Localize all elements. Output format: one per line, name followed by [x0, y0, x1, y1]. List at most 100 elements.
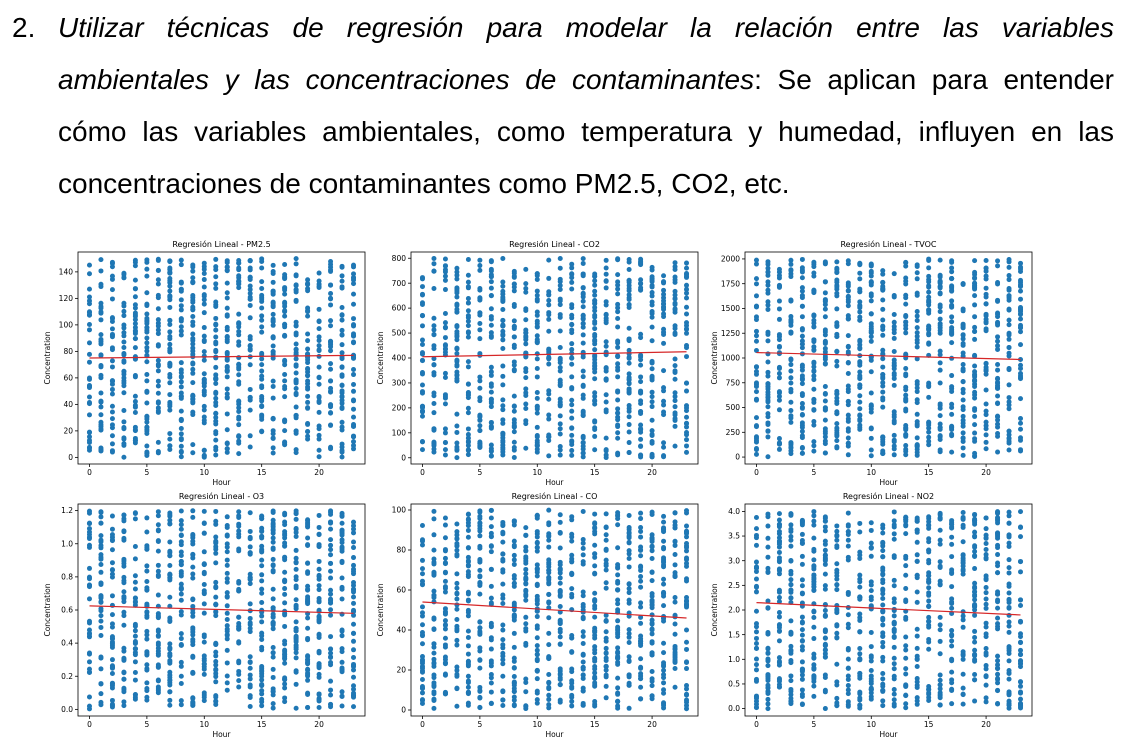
data-point [213, 415, 219, 421]
data-point [155, 390, 161, 396]
data-point [523, 369, 529, 375]
data-point [155, 633, 161, 639]
data-point [293, 547, 299, 553]
data-point [201, 571, 207, 577]
data-point [488, 635, 494, 641]
data-point [546, 328, 552, 334]
data-point [1018, 288, 1024, 294]
data-point [224, 579, 230, 585]
data-point [305, 542, 311, 548]
data-point [339, 596, 345, 602]
data-point [672, 573, 678, 579]
data-point [201, 293, 207, 299]
data-point [109, 358, 115, 364]
data-point [465, 364, 471, 370]
data-point [926, 284, 932, 290]
data-point [511, 573, 517, 579]
data-point [834, 333, 840, 339]
data-point [121, 380, 127, 386]
data-point [213, 421, 219, 427]
data-point [270, 596, 276, 602]
data-point [626, 540, 632, 546]
data-point [213, 315, 219, 321]
data-point [132, 602, 138, 608]
data-point [500, 397, 506, 403]
data-point [776, 517, 782, 523]
data-point [580, 629, 586, 635]
data-point [328, 291, 334, 297]
data-point [765, 399, 771, 405]
data-point [903, 442, 909, 448]
data-point [822, 384, 828, 390]
data-point [788, 618, 794, 624]
data-point [1006, 297, 1012, 303]
data-point [903, 278, 909, 284]
data-point [672, 410, 678, 416]
data-point [765, 434, 771, 440]
data-point [983, 294, 989, 300]
data-point [431, 532, 437, 538]
data-point [282, 612, 288, 618]
data-point [834, 702, 840, 708]
data-point [259, 294, 265, 300]
data-point [569, 425, 575, 431]
data-point [983, 432, 989, 438]
data-point [534, 608, 540, 614]
data-point [672, 631, 678, 637]
data-point [500, 382, 506, 388]
data-point [834, 528, 840, 534]
data-point [995, 380, 1001, 386]
y-tick-label: 300 [392, 379, 407, 388]
data-point [557, 444, 563, 450]
data-point [236, 355, 242, 361]
data-point [236, 399, 242, 405]
y-tick-label: 1.0 [61, 539, 73, 548]
data-point [534, 545, 540, 551]
data-point [765, 428, 771, 434]
data-point [454, 301, 460, 307]
data-point [98, 533, 104, 539]
data-point [937, 323, 943, 329]
data-point [247, 672, 253, 678]
data-point [534, 614, 540, 620]
data-point [661, 444, 667, 450]
data-point [213, 452, 219, 458]
data-point [603, 645, 609, 651]
data-point [580, 312, 586, 318]
data-point [213, 327, 219, 333]
data-point [684, 345, 690, 351]
data-point [190, 292, 196, 298]
data-point [190, 337, 196, 343]
data-point [811, 624, 817, 630]
data-point [282, 275, 288, 281]
data-point [178, 454, 184, 460]
data-point [270, 304, 276, 310]
data-point [914, 270, 920, 276]
data-point [995, 297, 1001, 303]
data-point [765, 261, 771, 267]
data-point [144, 529, 150, 535]
data-point [144, 325, 150, 330]
data-point [190, 393, 196, 399]
data-point [546, 570, 552, 576]
data-point [500, 317, 506, 323]
data-point [86, 542, 92, 548]
data-point [465, 279, 471, 285]
data-point [167, 672, 173, 678]
data-point [178, 262, 184, 268]
data-point [592, 360, 598, 366]
data-point [270, 654, 276, 660]
data-point [765, 421, 771, 427]
data-point [442, 671, 448, 677]
data-point [546, 684, 552, 690]
data-point [98, 654, 104, 660]
data-point [972, 378, 978, 384]
data-point [144, 424, 150, 430]
data-point [98, 666, 104, 672]
data-point [592, 425, 598, 431]
data-point [109, 386, 115, 392]
data-point [799, 676, 805, 682]
data-point [86, 659, 92, 665]
data-point [213, 376, 219, 382]
data-point [868, 334, 874, 340]
